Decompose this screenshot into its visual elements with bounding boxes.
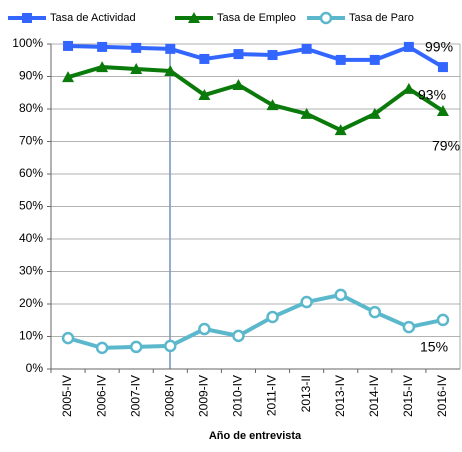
annotation: 79% <box>432 138 460 154</box>
legend-marker <box>22 13 32 23</box>
data-point <box>129 340 143 354</box>
data-point <box>62 71 75 83</box>
data-point <box>368 107 381 119</box>
data-point <box>267 50 278 61</box>
x-tick-label: 2008-IV <box>162 375 176 417</box>
legend-marker <box>188 12 200 23</box>
y-tick-label: 40% <box>19 231 43 245</box>
y-tick-label: 80% <box>19 101 43 115</box>
data-point <box>403 41 414 52</box>
data-point <box>233 49 244 60</box>
data-point <box>63 40 74 51</box>
x-tick-label: 2013-IV <box>333 375 347 417</box>
data-point <box>164 64 177 76</box>
data-point <box>131 42 142 53</box>
x-tick-label: 2005-IV <box>60 375 74 417</box>
data-point <box>436 104 449 116</box>
legend-label: Tasa de Actividad <box>50 12 136 24</box>
annotation: 15% <box>420 339 448 355</box>
x-tick-label: 2014-IV <box>367 375 381 417</box>
data-point <box>61 331 75 345</box>
data-point <box>198 89 211 101</box>
data-point <box>335 54 346 65</box>
data-point <box>300 107 313 119</box>
data-point <box>232 78 245 90</box>
data-point <box>301 43 312 54</box>
y-tick-label: 0% <box>26 361 44 375</box>
y-tick-label: 30% <box>19 264 43 278</box>
x-tick-label: 2016-IV <box>435 375 449 417</box>
data-point <box>334 124 347 136</box>
data-point <box>368 305 382 319</box>
legend-label: Tasa de Empleo <box>217 12 296 24</box>
x-tick-label: 2007-IV <box>128 375 142 417</box>
y-tick-label: 100% <box>12 36 43 50</box>
data-line <box>67 43 444 69</box>
annotation: 99% <box>425 39 453 55</box>
data-point <box>130 63 143 75</box>
y-tick-label: 20% <box>19 296 43 310</box>
x-tick-label: 2006-IV <box>94 375 108 417</box>
data-point <box>164 339 177 353</box>
data-line <box>67 292 444 350</box>
x-tick-label: 2009-IV <box>197 375 211 417</box>
data-point <box>165 43 176 54</box>
data-point <box>232 329 245 343</box>
x-tick-label: 2013-II <box>299 375 313 412</box>
data-point <box>266 99 279 111</box>
data-point <box>300 295 313 309</box>
data-point <box>97 41 108 52</box>
data-point <box>437 62 448 73</box>
y-tick-label: 50% <box>19 199 43 213</box>
x-tick-label: 2010-IV <box>231 375 245 417</box>
data-point <box>96 61 109 73</box>
annotation: 93% <box>418 87 446 103</box>
data-point <box>334 288 347 302</box>
data-point <box>369 54 380 65</box>
data-point <box>266 310 279 324</box>
x-tick-label: 2015-IV <box>401 375 415 417</box>
y-tick-label: 10% <box>19 329 43 343</box>
data-point <box>198 322 211 336</box>
y-tick-label: 60% <box>19 166 43 180</box>
data-point <box>402 320 416 334</box>
data-point <box>95 341 109 355</box>
data-point <box>436 313 450 327</box>
data-point <box>199 53 210 64</box>
data-line <box>67 65 445 133</box>
legend-marker <box>319 11 333 25</box>
x-axis-title: Año de entrevista <box>209 430 302 442</box>
x-tick-label: 2011-IV <box>265 375 279 416</box>
y-tick-label: 70% <box>19 134 43 148</box>
legend-label: Tasa de Paro <box>349 12 414 24</box>
y-tick-label: 90% <box>19 69 43 83</box>
data-point <box>402 82 415 94</box>
